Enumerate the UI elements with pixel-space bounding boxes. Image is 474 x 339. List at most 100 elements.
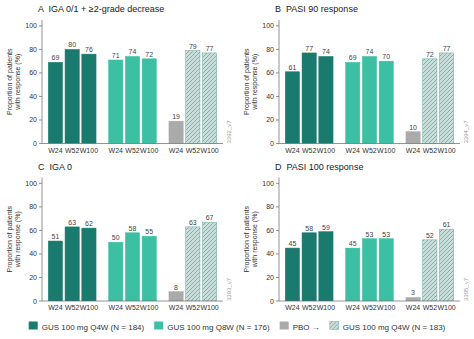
y-tick xyxy=(276,96,279,97)
y-tick-label: 100 xyxy=(262,180,274,187)
y-tick xyxy=(39,25,42,26)
x-tick-label: W52 xyxy=(423,147,438,154)
legend-item: GUS 100 mg Q8W (N = 176) xyxy=(154,322,270,332)
panel: 45585945535335261020406080100W24W52W100W… xyxy=(243,162,469,312)
data-label: 8 xyxy=(174,284,178,291)
y-tick-label: 80 xyxy=(266,203,274,210)
data-label: 59 xyxy=(322,224,330,231)
x-tick-label: W100 xyxy=(437,304,455,311)
y-tick xyxy=(276,253,279,254)
y-tick xyxy=(276,49,279,50)
y-tick xyxy=(39,183,42,184)
y-axis-label: Proportion of patientswith response (%) xyxy=(243,48,259,115)
data-label: 67 xyxy=(206,214,214,221)
y-tick xyxy=(39,301,42,302)
data-label: 77 xyxy=(443,45,451,52)
bar xyxy=(169,121,183,143)
x-tick-label: W24 xyxy=(285,147,300,154)
data-label: 3 xyxy=(411,289,415,296)
bar xyxy=(346,62,360,143)
y-axis-label: Proportion of patientswith response (%) xyxy=(243,205,259,272)
y-axis-label-line: with response (%) xyxy=(251,54,259,111)
data-label: 74 xyxy=(366,48,374,55)
y-tick xyxy=(276,206,279,207)
bars xyxy=(48,49,216,143)
bars xyxy=(285,53,453,144)
x-tick-label: W24 xyxy=(48,147,63,154)
y-tick xyxy=(39,143,42,144)
y-tick-label: 80 xyxy=(29,46,37,53)
x-axis xyxy=(42,143,223,144)
data-label: 71 xyxy=(112,52,120,59)
y-tick xyxy=(276,301,279,302)
bar xyxy=(423,59,437,144)
legend-item: GUS 100 mg Q4W (N = 183) xyxy=(330,322,446,332)
y-tick xyxy=(39,230,42,231)
legend: GUS 100 mg Q4W (N = 184) GUS 100 mg Q8W (… xyxy=(29,322,446,332)
y-tick-label: 0 xyxy=(270,140,274,147)
y-tick-label: 0 xyxy=(33,140,37,147)
y-tick-label: 100 xyxy=(262,22,274,29)
bar xyxy=(302,233,316,301)
bar xyxy=(302,53,316,144)
title: A IGA 0/1 + ≥2-grade decrease xyxy=(38,4,164,14)
title: B PASI 90 response xyxy=(275,4,358,14)
data-label: 69 xyxy=(349,54,357,61)
x-tick-label: W24 xyxy=(48,304,63,311)
panel: 698076717472197977020406080100W24W52W100… xyxy=(6,4,232,154)
bar xyxy=(202,53,216,144)
footnote: 3392_v7 xyxy=(226,120,232,144)
x-tick-label: W24 xyxy=(346,304,361,311)
x-tick-label: W52 xyxy=(362,304,377,311)
x-tick-label: W100 xyxy=(377,147,395,154)
y-tick xyxy=(39,119,42,120)
y-tick xyxy=(276,72,279,73)
data-label: 80 xyxy=(68,41,76,48)
bar xyxy=(406,132,420,144)
bar xyxy=(125,56,139,143)
y-tick xyxy=(39,96,42,97)
bar xyxy=(319,232,333,301)
x-tick-label: W24 xyxy=(109,304,124,311)
panel: 617774697470107277020406080100W24W52W100… xyxy=(243,4,469,154)
legend-label: GUS 100 mg Q4W (N = 184) xyxy=(42,323,145,332)
x-tick-label: W52 xyxy=(65,147,80,154)
legend-item: PBO → xyxy=(280,322,320,332)
data-label: 52 xyxy=(426,232,434,239)
bar xyxy=(169,292,183,301)
x-tick-label: W100 xyxy=(317,304,335,311)
data-label: 55 xyxy=(145,228,153,235)
bar xyxy=(439,229,453,301)
bar xyxy=(423,240,437,301)
y-tick xyxy=(39,277,42,278)
bar xyxy=(82,54,96,143)
bar xyxy=(48,241,62,301)
x-tick-label: W24 xyxy=(169,147,184,154)
bar xyxy=(285,72,299,144)
y-tick xyxy=(39,49,42,50)
x-tick-label: W52 xyxy=(423,304,438,311)
x-axis xyxy=(279,143,460,144)
y-axis-label-line: Proportion of patients xyxy=(243,48,251,115)
figure: 698076717472197977020406080100W24W52W100… xyxy=(0,0,474,339)
x-tick-label: W24 xyxy=(406,147,421,154)
y-tick-label: 60 xyxy=(29,227,37,234)
data-label: 51 xyxy=(52,233,60,240)
y-tick-label: 40 xyxy=(29,250,37,257)
y-axis-label-line: with response (%) xyxy=(14,54,22,111)
data-label: 74 xyxy=(322,48,330,55)
data-label: 45 xyxy=(349,240,357,247)
bar xyxy=(48,62,62,143)
y-axis-label: Proportion of patientswith response (%) xyxy=(6,205,22,272)
y-tick-label: 40 xyxy=(266,250,274,257)
data-label: 72 xyxy=(426,51,434,58)
x-tick-label: W100 xyxy=(80,304,98,311)
bar xyxy=(285,248,299,301)
data-label: 77 xyxy=(305,45,313,52)
y-tick-label: 0 xyxy=(33,298,37,305)
y-axis xyxy=(279,178,280,302)
x-tick-label: W52 xyxy=(125,147,140,154)
bar xyxy=(362,56,376,143)
data-label: 63 xyxy=(189,219,197,226)
y-axis xyxy=(279,20,280,144)
